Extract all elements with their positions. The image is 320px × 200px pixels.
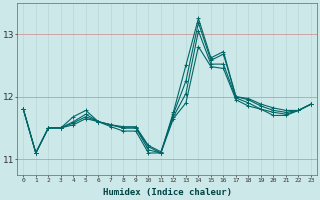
X-axis label: Humidex (Indice chaleur): Humidex (Indice chaleur) — [103, 188, 232, 197]
